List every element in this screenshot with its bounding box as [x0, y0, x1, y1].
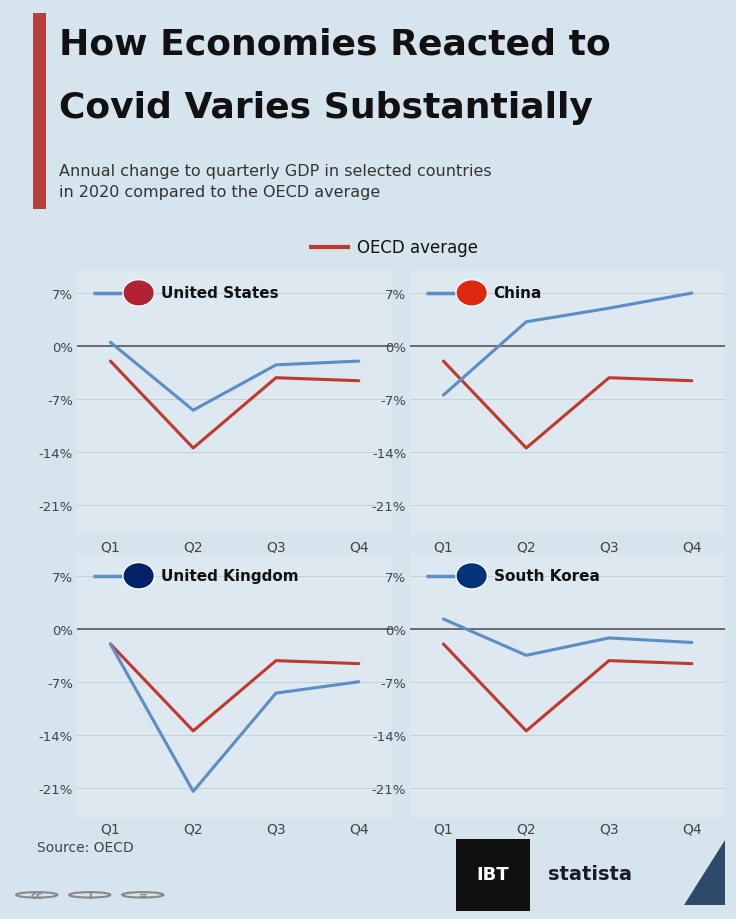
- Text: Source: OECD: Source: OECD: [37, 840, 133, 854]
- Circle shape: [456, 280, 487, 307]
- Text: Covid Varies Substantially: Covid Varies Substantially: [59, 91, 592, 125]
- Text: United Kingdom: United Kingdom: [160, 569, 298, 584]
- Text: South Korea: South Korea: [494, 569, 600, 584]
- Bar: [33, 14, 46, 210]
- Bar: [456, 839, 530, 912]
- Text: IBT: IBT: [477, 865, 509, 882]
- Text: How Economies Reacted to: How Economies Reacted to: [59, 28, 611, 62]
- Text: OECD average: OECD average: [357, 239, 478, 257]
- Circle shape: [123, 280, 155, 307]
- Circle shape: [123, 563, 155, 589]
- Text: cc: cc: [31, 890, 43, 900]
- Text: statista: statista: [548, 864, 632, 883]
- Circle shape: [456, 563, 487, 589]
- Text: =: =: [138, 890, 147, 900]
- Text: United States: United States: [160, 286, 278, 301]
- Text: China: China: [494, 286, 542, 301]
- Text: i: i: [88, 890, 91, 900]
- Polygon shape: [684, 840, 725, 904]
- Text: Annual change to quarterly GDP in selected countries
in 2020 compared to the OEC: Annual change to quarterly GDP in select…: [59, 165, 492, 200]
